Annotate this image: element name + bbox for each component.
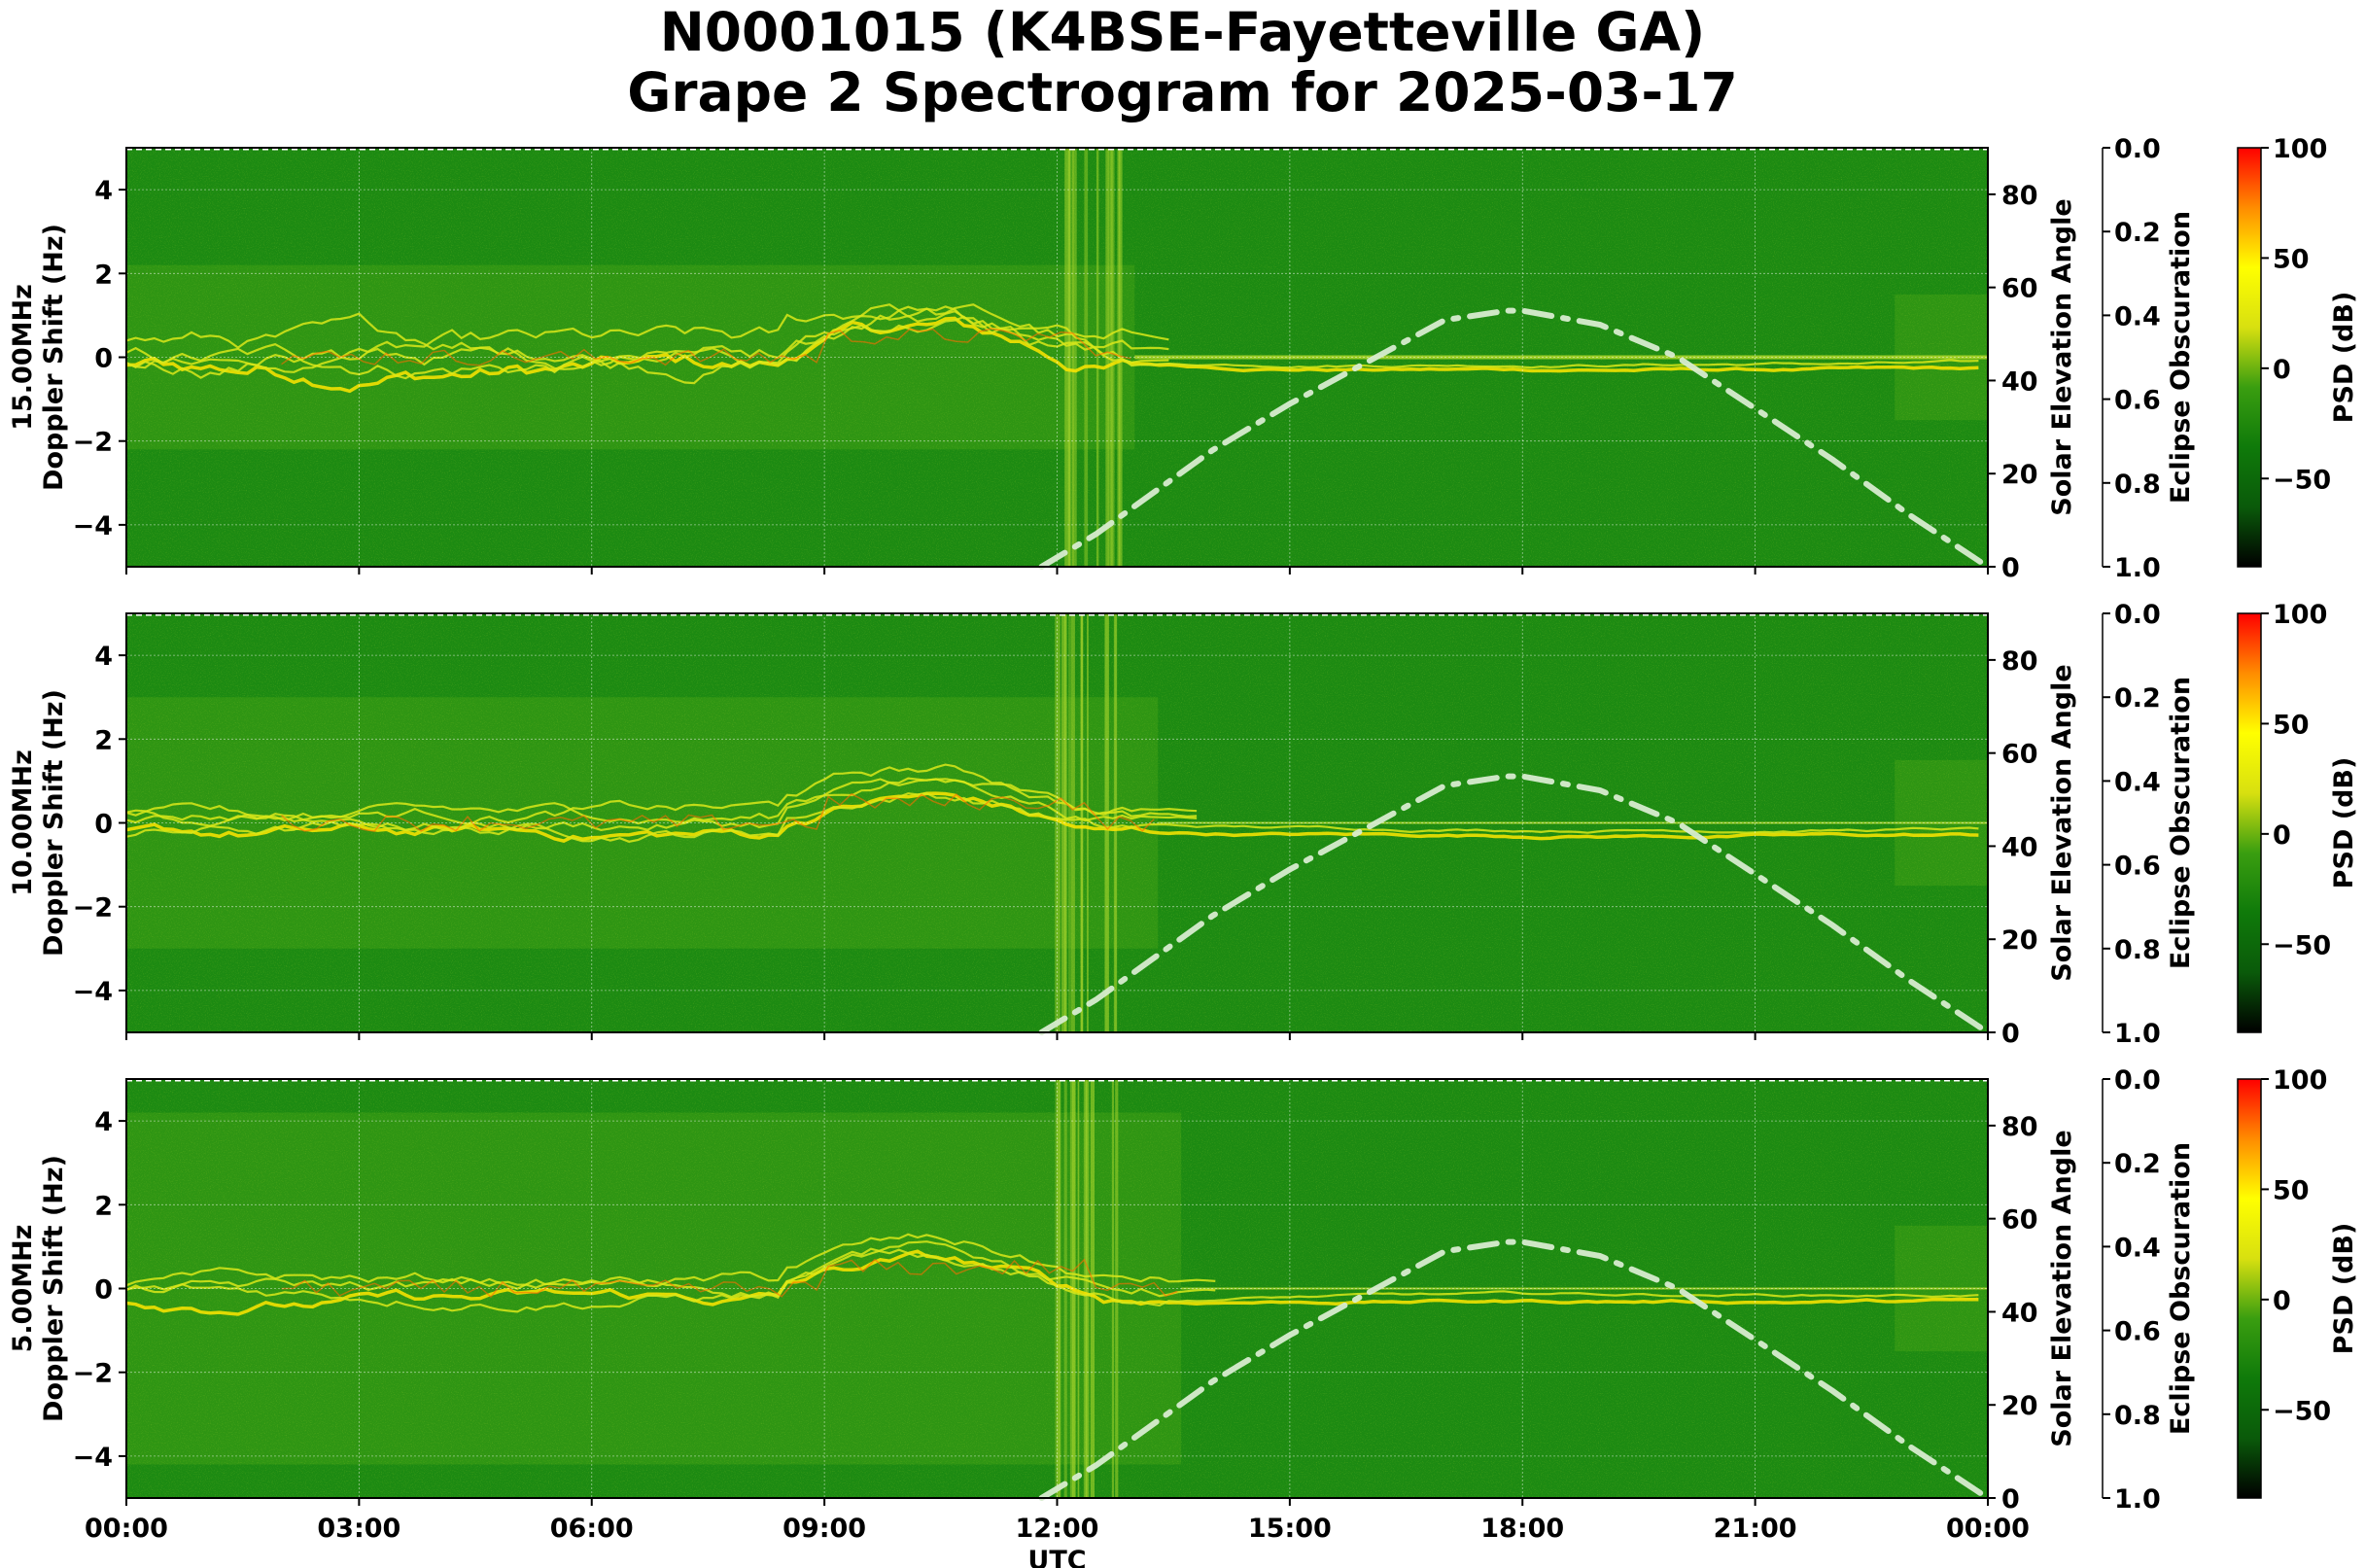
y-tick-label: 0: [94, 344, 113, 374]
y-axis-label: 5.00MHzDoppler Shift (Hz): [8, 1155, 69, 1422]
colorbar-tick-label: −50: [2273, 465, 2331, 495]
elevation-tick-label: 20: [2001, 460, 2038, 490]
colorbar-tick-label: 0: [2273, 1286, 2291, 1316]
y-tick-label: 4: [94, 1107, 113, 1137]
solar-elevation-curve: [1038, 307, 1991, 570]
title-line-2: Grape 2 Spectrogram for 2025-03-17: [627, 61, 1738, 123]
figure-title: N0001015 (K4BSE-Fayetteville GA) Grape 2…: [0, 2, 2365, 122]
eclipse-tick-label: 0.6: [2114, 386, 2161, 416]
elevation-tick-label: 40: [2001, 366, 2038, 397]
y-tick-label: −2: [73, 428, 113, 458]
y-tick-label: −2: [73, 893, 113, 923]
spectrogram-panel-1: 420−2−415.00MHzDoppler Shift (Hz)0204060…: [8, 134, 2359, 583]
y-tick-label: −4: [73, 977, 113, 1007]
eclipse-tick-label: 0.4: [2114, 301, 2161, 331]
elevation-tick-label: 80: [2001, 1112, 2038, 1142]
colorbar-label: PSD (dB): [2329, 1223, 2359, 1355]
x-tick-label: 21:00: [1714, 1514, 1797, 1544]
y-tick-label: 0: [94, 1275, 113, 1306]
y-tick-label: 2: [94, 725, 113, 755]
colorbar-tick-label: 50: [2273, 710, 2310, 740]
eclipse-tick-label: 0.0: [2114, 600, 2161, 630]
x-tick-label: 12:00: [1016, 1514, 1099, 1544]
y-tick-label: 2: [94, 1191, 113, 1221]
eclipse-tick-label: 0.6: [2114, 1317, 2161, 1347]
elevation-axis-label: Solar Elevation Angle: [2047, 198, 2077, 515]
x-tick-label: 06:00: [550, 1514, 634, 1544]
x-tick-label: 03:00: [317, 1514, 400, 1544]
colorbar-tick-label: −50: [2273, 1396, 2331, 1426]
eclipse-tick-label: 0.0: [2114, 134, 2161, 164]
eclipse-tick-label: 1.0: [2114, 1019, 2161, 1049]
y-tick-label: −4: [73, 511, 113, 541]
elevation-tick-label: 60: [2001, 740, 2038, 770]
x-axis-label: UTC: [1027, 1546, 1086, 1568]
eclipse-tick-label: 0.0: [2114, 1065, 2161, 1096]
elevation-tick-label: 80: [2001, 181, 2038, 211]
y-axis-label: 15.00MHzDoppler Shift (Hz): [8, 224, 69, 491]
eclipse-tick-label: 0.8: [2114, 935, 2161, 965]
eclipse-tick-label: 1.0: [2114, 553, 2161, 583]
colorbar-tick-label: 100: [2273, 600, 2327, 630]
elevation-tick-label: 0: [2001, 1484, 2020, 1515]
y-tick-label: 2: [94, 260, 113, 290]
elevation-tick-label: 60: [2001, 1205, 2038, 1236]
x-tick-label: 18:00: [1480, 1514, 1564, 1544]
colorbar-label: PSD (dB): [2329, 757, 2359, 889]
elevation-tick-label: 40: [2001, 832, 2038, 862]
eclipse-tick-label: 1.0: [2114, 1484, 2161, 1515]
elevation-tick-label: 20: [2001, 925, 2038, 956]
eclipse-axis-label: Eclipse Obscuration: [2166, 211, 2196, 504]
x-tick-label: 00:00: [85, 1514, 168, 1544]
eclipse-axis-label: Eclipse Obscuration: [2166, 677, 2196, 969]
elevation-axis-label: Solar Elevation Angle: [2047, 1130, 2077, 1446]
x-tick-label: 00:00: [1946, 1514, 2030, 1544]
colorbar-tick-label: 50: [2273, 1175, 2310, 1205]
elevation-tick-label: 0: [2001, 1019, 2020, 1049]
y-axis-label: 10.00MHzDoppler Shift (Hz): [8, 689, 69, 957]
eclipse-tick-label: 0.2: [2114, 683, 2161, 714]
solar-elevation-curve: [1038, 1238, 1991, 1501]
elevation-tick-label: 80: [2001, 646, 2038, 677]
eclipse-tick-label: 0.6: [2114, 852, 2161, 882]
colorbar: [2237, 1078, 2262, 1499]
colorbar-label: PSD (dB): [2329, 292, 2359, 424]
colorbar-tick-label: 0: [2273, 820, 2291, 851]
solar-elevation-curve: [1038, 773, 1991, 1035]
y-tick-label: −2: [73, 1359, 113, 1389]
colorbar: [2237, 612, 2262, 1033]
colorbar-tick-label: 0: [2273, 355, 2291, 385]
y-tick-label: 0: [94, 810, 113, 840]
elevation-tick-label: 0: [2001, 553, 2020, 583]
spectrogram-panel-2: 420−2−410.00MHzDoppler Shift (Hz)0204060…: [8, 600, 2359, 1049]
eclipse-tick-label: 0.4: [2114, 1233, 2161, 1263]
colorbar: [2237, 147, 2262, 568]
y-tick-label: −4: [73, 1443, 113, 1473]
elevation-tick-label: 40: [2001, 1298, 2038, 1328]
elevation-axis-label: Solar Elevation Angle: [2047, 664, 2077, 981]
spectrogram-panel-3: 420−2−45.00MHzDoppler Shift (Hz)02040608…: [8, 1065, 2359, 1568]
colorbar-tick-label: 100: [2273, 1065, 2327, 1096]
x-tick-label: 15:00: [1248, 1514, 1332, 1544]
x-tick-label: 09:00: [783, 1514, 866, 1544]
colorbar-tick-label: −50: [2273, 930, 2331, 960]
title-line-1: N0001015 (K4BSE-Fayetteville GA): [659, 1, 1706, 63]
eclipse-tick-label: 0.2: [2114, 1149, 2161, 1179]
eclipse-tick-label: 0.8: [2114, 470, 2161, 500]
colorbar-tick-label: 100: [2273, 134, 2327, 164]
eclipse-axis-label: Eclipse Obscuration: [2166, 1142, 2196, 1435]
y-tick-label: 4: [94, 642, 113, 672]
eclipse-tick-label: 0.2: [2114, 218, 2161, 248]
eclipse-tick-label: 0.4: [2114, 767, 2161, 797]
y-tick-label: 4: [94, 176, 113, 206]
eclipse-tick-label: 0.8: [2114, 1401, 2161, 1431]
colorbar-tick-label: 50: [2273, 244, 2310, 274]
elevation-tick-label: 20: [2001, 1391, 2038, 1421]
elevation-tick-label: 60: [2001, 274, 2038, 304]
